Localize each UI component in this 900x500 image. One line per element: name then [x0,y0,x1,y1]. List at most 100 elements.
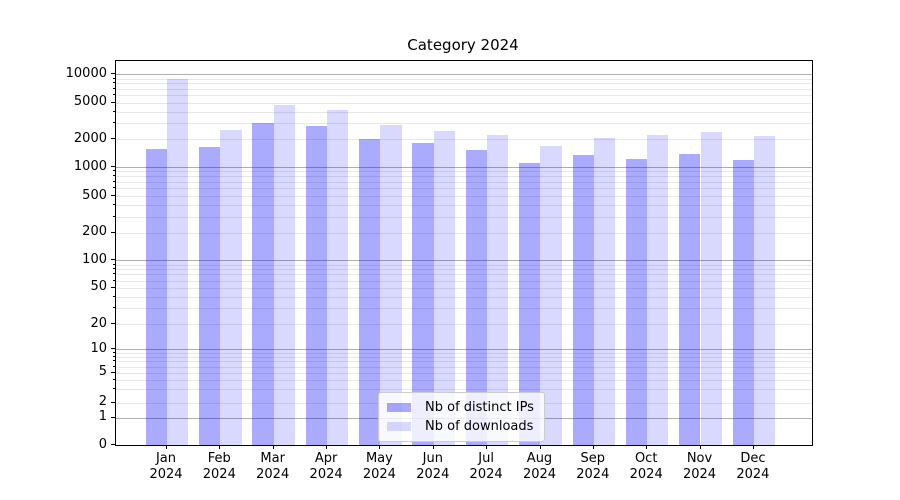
y-gridline-minor [116,196,812,197]
bar-downloads-jan [167,79,189,445]
x-tick-label-month: Mar [260,451,285,466]
bar-distinct-ips-oct [625,158,648,445]
y-gridline-minor [116,280,812,282]
y-gridline-minor [116,361,812,363]
y-gridline-major [116,167,812,168]
y-gridline-minor [116,176,812,178]
x-tick-label-year: 2024 [202,467,236,482]
x-tick-mark [432,445,434,449]
y-minor-tick-mark [113,360,115,362]
x-tick-label-year: 2024 [576,467,610,482]
y-gridline-minor [116,324,812,326]
chart-title: Category 2024 [407,36,519,54]
x-tick-label-month: Jan [155,451,177,466]
legend-label-distinct-ips: Nb of distinct IPs [425,400,534,415]
x-tick-mark [219,445,221,449]
y-tick-mark [111,166,115,167]
x-tick-mark [326,445,328,449]
y-minor-tick-mark [113,215,115,217]
y-minor-tick-mark [113,365,115,367]
y-minor-tick-mark [113,122,115,124]
legend-entry-downloads: Nb of downloads [387,417,534,436]
x-tick-label-month: Aug [526,451,553,466]
y-gridline-minor [116,88,812,90]
y-minor-tick-mark [113,273,115,275]
x-tick-label-month: Dec [740,451,766,466]
y-tick-label: 0 [98,436,107,452]
x-tick-label-month: Sep [580,451,606,466]
y-tick-mark [111,348,115,350]
bar-distinct-ips-sep [572,155,594,445]
x-tick-label-month: Nov [686,451,713,466]
y-tick-label: 200 [82,224,107,240]
x-tick-label-year: 2024 [736,467,770,482]
x-tick-mark [752,445,754,449]
y-gridline-minor [116,264,812,266]
plot-area [115,60,813,446]
bar-downloads-may [380,125,402,445]
x-tick-label-nov: Nov 2024 [670,451,730,483]
y-tick-label: 20 [90,315,107,331]
y-tick-label: 500 [82,187,107,203]
y-gridline-major [116,260,812,262]
x-tick-label-year: 2024 [522,467,557,482]
x-tick-label-year: 2024 [309,467,343,482]
y-tick-mark [111,259,115,261]
bar-downloads-oct [647,135,669,445]
bar-distinct-ips-jan [145,149,167,445]
x-tick-mark [486,445,488,449]
y-minor-tick-mark [113,175,115,177]
y-gridline-minor [116,216,812,218]
y-gridline-minor [116,366,812,368]
x-tick-label-month: Feb [207,451,231,466]
y-gridline-minor [116,296,812,298]
x-tick-label-aug: Aug 2024 [510,451,570,483]
y-gridline-minor [116,139,812,141]
y-gridline-minor [116,308,812,310]
bar-downloads-jun [433,130,456,445]
y-gridline-minor [116,372,812,374]
legend-swatch-downloads [387,422,411,431]
x-tick-label-jun: Jun 2024 [403,451,463,483]
x-tick-label-year: 2024 [256,467,290,482]
y-gridline-minor [116,181,812,183]
bar-downloads-feb [220,130,242,445]
y-tick-label: 100 [82,251,107,267]
y-gridline-minor [116,102,812,104]
y-minor-tick-mark [113,195,115,196]
bar-distinct-ips-jun [412,142,434,445]
legend: Nb of distinct IPs Nb of downloads [378,392,545,442]
x-tick-label-may: May 2024 [349,451,409,483]
y-minor-tick-mark [113,231,115,233]
y-tick-label: 5000 [73,94,107,110]
x-tick-label-apr: Apr 2024 [296,451,356,483]
x-tick-label-jan: Jan 2024 [136,451,196,483]
x-tick-mark [592,445,594,449]
y-tick-label: 10000 [65,65,107,81]
y-minor-tick-mark [113,355,115,357]
x-tick-label-year: 2024 [469,467,503,482]
x-tick-label-oct: Oct 2024 [616,451,676,483]
y-minor-tick-mark [113,87,115,89]
bar-downloads-jul [487,134,509,445]
bar-downloads-dec [753,136,776,445]
y-gridline-minor [116,95,812,97]
bar-distinct-ips-mar [252,123,274,445]
x-tick-label-month: Jun [422,451,443,466]
y-gridline-minor [116,123,812,125]
bar-distinct-ips-feb [199,147,221,445]
legend-entry-distinct-ips: Nb of distinct IPs [387,398,534,417]
y-minor-tick-mark [113,170,115,172]
y-gridline-minor [116,287,812,289]
y-minor-tick-mark [113,307,115,309]
x-tick-mark [539,445,541,449]
y-minor-tick-mark [113,138,115,140]
y-gridline-minor [116,78,812,80]
y-minor-tick-mark [113,203,115,205]
y-tick-mark [111,73,115,75]
y-minor-tick-mark [113,371,115,373]
x-tick-label-sep: Sep 2024 [563,451,623,483]
y-minor-tick-mark [113,82,115,84]
y-minor-tick-mark [113,187,115,189]
